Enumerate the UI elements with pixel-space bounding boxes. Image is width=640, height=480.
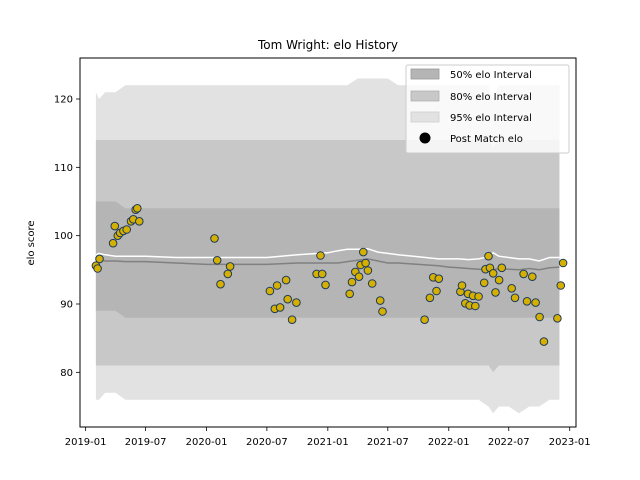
data-point	[265, 286, 275, 296]
data-point	[522, 297, 532, 306]
data-point	[272, 281, 282, 290]
data-point	[471, 301, 480, 311]
plot-area	[79, 57, 577, 428]
data-point	[363, 266, 373, 275]
data-point	[457, 281, 467, 290]
data-point	[497, 263, 507, 273]
data-point	[122, 225, 131, 234]
data-point	[378, 307, 387, 316]
data-point	[283, 294, 293, 304]
data-point	[528, 272, 537, 282]
y-axis: 80 90 100 110 120	[54, 95, 80, 379]
data-point	[420, 315, 429, 325]
chart-title: Tom Wright: elo History	[257, 38, 398, 52]
y-tick-label: 110	[54, 163, 73, 174]
data-point	[507, 284, 517, 293]
legend-label-80: 80% elo Interval	[450, 92, 532, 103]
x-tick-label: 2021-01	[307, 437, 349, 448]
data-point	[491, 288, 500, 297]
legend-swatch-95	[410, 111, 440, 123]
x-tick-label: 2019-07	[125, 437, 167, 448]
y-tick-label: 90	[60, 300, 73, 311]
legend: 50% elo Interval 80% elo Interval 95% el…	[405, 64, 570, 154]
data-point	[535, 312, 544, 322]
data-point	[553, 314, 562, 323]
y-tick-label: 120	[54, 95, 73, 106]
data-point	[494, 275, 504, 285]
x-axis: 2019-01 2019-07 2020-01 2020-07 2021-01 2021-…	[65, 427, 591, 448]
data-point	[488, 269, 498, 278]
data-point	[354, 272, 364, 282]
interval-bands	[95, 78, 560, 414]
data-point	[210, 234, 219, 243]
data-point	[292, 298, 301, 307]
x-tick-label: 2021-07	[367, 437, 409, 448]
legend-box	[405, 64, 570, 154]
data-point	[367, 279, 377, 288]
data-point	[347, 277, 357, 287]
data-point	[225, 262, 235, 271]
x-tick-label: 2022-01	[428, 437, 470, 448]
data-point	[212, 256, 222, 265]
legend-swatch-50	[410, 68, 440, 80]
data-point	[108, 238, 118, 248]
data-point	[316, 251, 325, 260]
x-tick-label: 2020-07	[246, 437, 288, 448]
data-point	[425, 293, 435, 303]
mean-line	[95, 247, 560, 262]
data-point	[321, 280, 330, 290]
data-point	[556, 281, 566, 290]
data-point	[432, 286, 441, 296]
post-match-points	[91, 204, 568, 346]
data-point	[510, 293, 520, 303]
data-point	[359, 247, 368, 257]
legend-marker-points	[419, 132, 431, 144]
y-tick-label: 100	[54, 231, 73, 242]
data-point	[484, 251, 493, 261]
legend-label-95: 95% elo Interval	[450, 113, 532, 124]
data-point	[275, 303, 285, 312]
legend-label-points: Post Match elo	[450, 134, 523, 145]
data-point	[519, 269, 528, 279]
legend-swatch-80	[410, 90, 440, 102]
data-point	[110, 221, 120, 231]
data-point	[317, 269, 327, 279]
data-point	[361, 258, 370, 268]
y-tick-label: 80	[60, 368, 73, 379]
x-tick-label: 2022-07	[488, 437, 530, 448]
x-tick-label: 2023-01	[549, 437, 591, 448]
data-point	[223, 269, 233, 279]
x-tick-label: 2020-01	[186, 437, 228, 448]
y-axis-label: elo score	[26, 220, 37, 265]
data-point	[281, 275, 291, 285]
data-point	[539, 337, 549, 346]
data-point	[345, 289, 355, 299]
data-point	[375, 296, 385, 305]
data-point	[135, 217, 144, 226]
band-50	[95, 201, 560, 318]
legend-label-50: 50% elo Interval	[450, 70, 532, 81]
data-point	[531, 298, 540, 307]
data-point	[474, 292, 483, 301]
data-point	[95, 254, 104, 264]
data-point	[93, 264, 102, 273]
data-point	[133, 204, 142, 213]
data-point	[287, 315, 297, 325]
data-point	[558, 258, 568, 268]
data-point	[479, 278, 489, 288]
x-tick-label: 2019-01	[65, 437, 107, 448]
data-point	[434, 274, 444, 284]
data-point	[216, 279, 225, 289]
